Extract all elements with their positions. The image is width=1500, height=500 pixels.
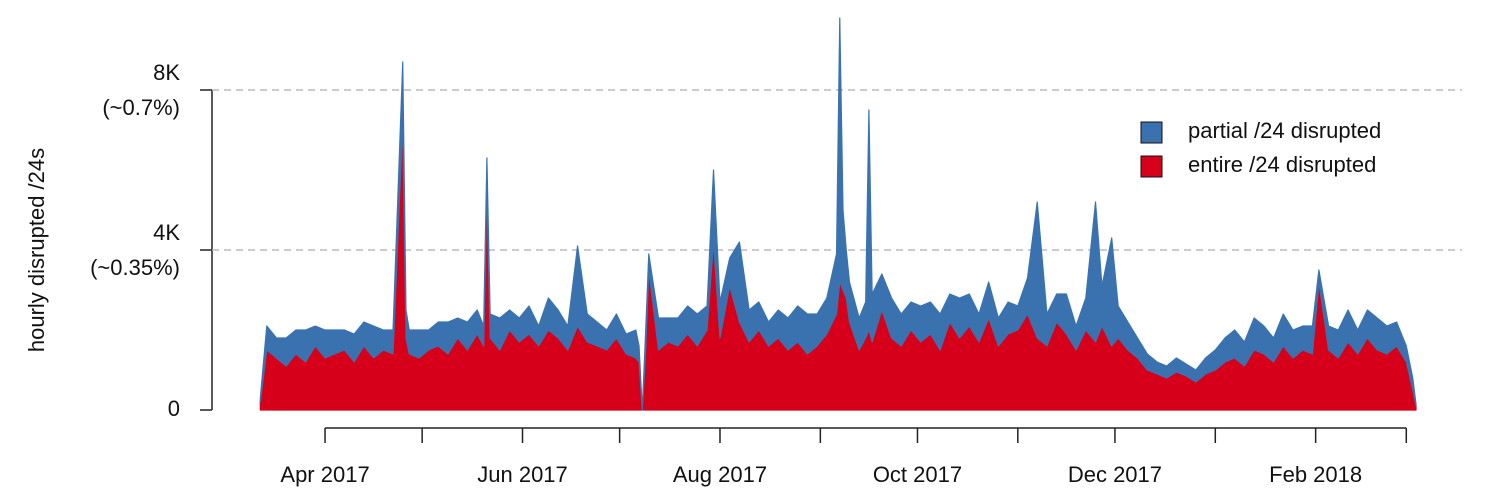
- y-tick-label: 8K: [153, 60, 180, 85]
- legend-swatch: [1140, 121, 1163, 144]
- y-tick-label: (~0.35%): [90, 255, 180, 280]
- legend-swatch: [1140, 155, 1163, 178]
- x-tick-label: Oct 2017: [873, 462, 962, 487]
- area: [259, 17, 1417, 411]
- x-tick-label: Aug 2017: [673, 462, 767, 487]
- legend-label: partial /24 disrupted: [1188, 118, 1381, 143]
- x-tick-label: Apr 2017: [280, 462, 369, 487]
- x-tick-label: Feb 2018: [1269, 462, 1362, 487]
- x-tick-label: Dec 2017: [1068, 462, 1162, 487]
- x-tick-label: Jun 2017: [477, 462, 568, 487]
- y-tick-label: 4K: [153, 220, 180, 245]
- legend-label: entire /24 disrupted: [1188, 152, 1376, 177]
- y-tick-label: (~0.7%): [102, 95, 180, 120]
- y-tick-label: 0: [168, 396, 180, 421]
- y-axis-label: hourly disrupted /24s: [24, 148, 49, 352]
